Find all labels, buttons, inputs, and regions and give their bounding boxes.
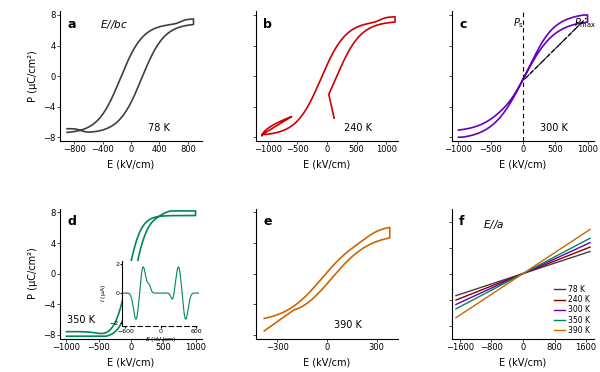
350 K [469,298,476,303]
Line: 78 K: 78 K [456,251,590,296]
Text: a: a [67,17,76,31]
X-axis label: E (kV/cm): E (kV/cm) [499,160,547,170]
390 K [452,315,460,320]
350 K [537,262,544,267]
350 K [452,307,460,311]
X-axis label: E (kV/cm): E (kV/cm) [304,160,350,170]
Text: $E$//bc: $E$//bc [100,17,127,31]
Text: 240 K: 240 K [344,123,372,133]
240 K [452,298,460,302]
350 K [505,279,512,283]
300 K [496,282,503,286]
390 K [505,280,512,285]
X-axis label: E (kV/cm): E (kV/cm) [107,357,155,367]
78 K [549,262,556,266]
Text: e: e [263,215,272,228]
Line: 390 K: 390 K [456,230,590,318]
240 K [586,245,593,249]
78 K [452,294,460,298]
240 K [505,277,512,281]
Text: $P_{\rm s}$: $P_{\rm s}$ [513,16,524,30]
78 K [586,249,593,254]
240 K [537,264,544,269]
300 K [469,295,476,299]
240 K [496,280,503,285]
Legend: 78 K, 240 K, 300 K, 350 K, 390 K: 78 K, 240 K, 300 K, 350 K, 390 K [554,285,590,335]
240 K [469,291,476,296]
Y-axis label: P (μC/cm²): P (μC/cm²) [28,50,38,102]
78 K [505,276,512,280]
390 K [537,260,544,264]
390 K [550,251,557,256]
Text: 78 K: 78 K [148,123,170,133]
350 K [586,236,593,240]
350 K [550,255,557,260]
78 K [469,288,476,292]
Text: c: c [459,17,466,31]
Line: 240 K: 240 K [456,247,590,300]
300 K [586,240,593,245]
390 K [469,305,476,310]
300 K [537,263,544,268]
Line: 300 K: 300 K [456,243,590,305]
78 K [550,261,557,266]
78 K [537,266,544,270]
Text: $P_{\rm max}$: $P_{\rm max}$ [574,16,596,30]
Text: b: b [263,17,272,31]
Text: 350 K: 350 K [67,315,95,325]
300 K [452,302,460,307]
X-axis label: E (kV/cm): E (kV/cm) [304,357,350,367]
390 K [586,227,593,232]
350 K [549,256,556,260]
78 K [496,279,503,283]
350 K [496,283,503,288]
300 K [505,278,512,282]
240 K [550,259,557,264]
300 K [549,258,556,262]
390 K [496,287,503,291]
300 K [550,257,557,262]
390 K [549,252,556,256]
Text: $E$//a: $E$//a [483,218,505,231]
Y-axis label: P (μC/cm²): P (μC/cm²) [28,248,38,299]
240 K [549,260,556,264]
Text: f: f [459,215,464,228]
Text: d: d [67,215,76,228]
X-axis label: E (kV/cm): E (kV/cm) [107,160,155,170]
Line: 350 K: 350 K [456,238,590,309]
Text: 300 K: 300 K [540,123,568,133]
Text: 390 K: 390 K [334,320,362,330]
X-axis label: E (kV/cm): E (kV/cm) [499,357,547,367]
